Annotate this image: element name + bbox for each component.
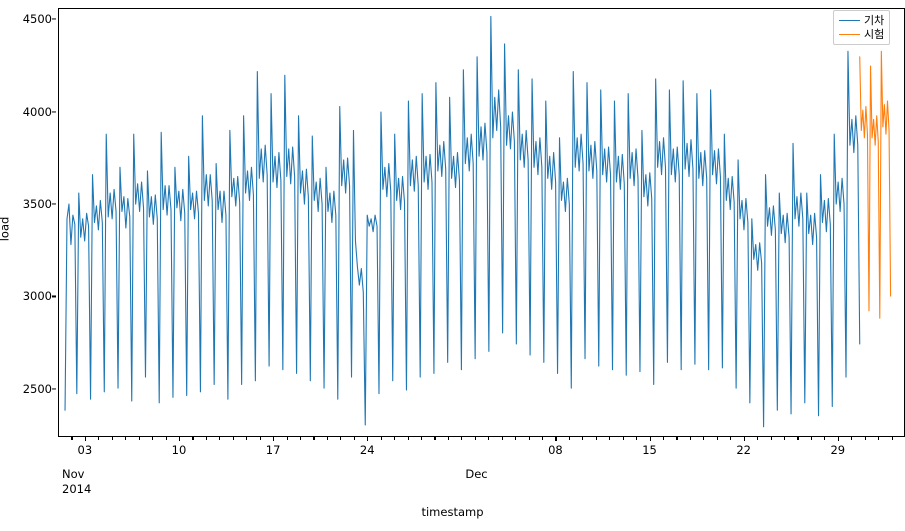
y-axis-label: load	[0, 216, 12, 242]
y-tick-label: 2500	[22, 381, 52, 396]
x-tick-minor	[111, 437, 113, 440]
x-tick-minor	[192, 437, 194, 440]
x-tick-minor	[609, 437, 611, 440]
x-tick-major	[367, 437, 369, 441]
x-tick-month-label: Dec	[465, 467, 487, 482]
x-tick-minor	[353, 437, 355, 440]
y-tick-label: 3000	[22, 289, 52, 304]
x-tick-minor	[595, 437, 597, 440]
x-tick-minor	[152, 437, 154, 440]
x-tick-minor	[542, 437, 544, 440]
x-tick-minor	[891, 437, 893, 440]
legend-item-test[interactable]: 시험	[839, 29, 884, 40]
x-tick-minor	[259, 437, 261, 440]
x-tick-minor	[689, 437, 691, 440]
x-tick-minor	[98, 437, 100, 440]
x-tick-minor	[474, 437, 476, 440]
legend-swatch-train	[839, 19, 860, 22]
x-tick-minor	[515, 437, 517, 440]
x-tick-major	[273, 437, 275, 441]
x-tick-minor	[71, 437, 73, 440]
x-tick-minor	[878, 437, 880, 440]
x-tick-minor	[326, 437, 328, 440]
x-tick-minor	[716, 437, 718, 440]
x-tick-minor	[488, 437, 490, 440]
x-tick-label: 22	[736, 443, 751, 457]
legend-label-test: 시험	[864, 28, 885, 41]
x-tick-minor	[757, 437, 759, 440]
x-tick-minor	[300, 437, 302, 440]
plot-svg	[64, 15, 892, 428]
x-tick-label: 08	[548, 443, 563, 457]
x-tick-major	[743, 437, 745, 441]
x-tick-minor	[394, 437, 396, 440]
x-tick-minor	[501, 437, 503, 440]
x-tick-minor	[205, 437, 207, 440]
y-tick-label: 4000	[22, 104, 52, 119]
x-tick-month-label: Nov 2014	[62, 467, 91, 497]
plot-area	[58, 8, 905, 437]
x-tick-minor	[568, 437, 570, 440]
y-tick-label: 4500	[22, 12, 52, 27]
series-line-train	[64, 15, 861, 428]
series-line-test	[859, 50, 892, 319]
x-tick-minor	[582, 437, 584, 440]
x-tick-month-line1: Dec	[465, 467, 488, 481]
x-tick-minor	[447, 437, 449, 440]
x-tick-minor	[434, 437, 436, 440]
x-tick-minor	[528, 437, 530, 440]
x-tick-major	[179, 437, 181, 441]
x-tick-minor	[784, 437, 786, 440]
x-tick-minor	[636, 437, 638, 440]
x-tick-label: 15	[642, 443, 657, 457]
x-tick-minor	[851, 437, 853, 440]
x-tick-minor	[730, 437, 732, 440]
y-tick-mark	[52, 388, 56, 390]
x-tick-label: 10	[171, 443, 187, 457]
x-tick-minor	[165, 437, 167, 440]
y-tick-label: 3500	[22, 197, 52, 211]
x-tick-label: 24	[359, 443, 375, 457]
x-tick-minor	[770, 437, 772, 440]
x-tick-minor	[219, 437, 221, 440]
legend-swatch-test	[839, 33, 860, 36]
x-tick-minor	[340, 437, 342, 440]
legend[interactable]: 기차 시험	[833, 10, 891, 45]
x-tick-minor	[125, 437, 127, 440]
x-tick-minor	[232, 437, 234, 440]
x-tick-minor	[286, 437, 288, 440]
x-tick-major	[555, 437, 557, 441]
x-tick-label: 17	[265, 443, 281, 457]
x-tick-minor	[461, 437, 463, 440]
x-axis-label: timestamp	[421, 505, 484, 519]
x-tick-major	[84, 437, 86, 441]
x-tick-minor	[407, 437, 409, 440]
x-tick-minor	[380, 437, 382, 440]
x-tick-minor	[703, 437, 705, 440]
x-tick-minor	[824, 437, 826, 440]
x-tick-major	[837, 437, 839, 441]
x-tick-month-line2: 2014	[62, 482, 92, 496]
legend-item-train[interactable]: 기차	[839, 15, 884, 26]
x-tick-minor	[663, 437, 665, 440]
x-tick-minor	[810, 437, 812, 440]
y-tick-mark	[52, 203, 56, 205]
y-tick-mark	[52, 111, 56, 113]
x-tick-major	[649, 437, 651, 441]
x-tick-month-line1: Nov	[62, 467, 85, 481]
x-tick-minor	[676, 437, 678, 440]
x-tick-minor	[864, 437, 866, 440]
y-tick-mark	[52, 18, 56, 20]
x-tick-minor	[246, 437, 248, 440]
x-tick-minor	[622, 437, 624, 440]
x-tick-minor	[138, 437, 140, 440]
x-tick-label: 03	[77, 443, 93, 457]
x-tick-minor	[421, 437, 423, 440]
x-tick-minor	[797, 437, 799, 440]
y-tick-mark	[52, 295, 56, 297]
x-tick-minor	[313, 437, 315, 440]
legend-label-train: 기차	[864, 14, 885, 27]
x-tick-label: 29	[830, 443, 846, 457]
